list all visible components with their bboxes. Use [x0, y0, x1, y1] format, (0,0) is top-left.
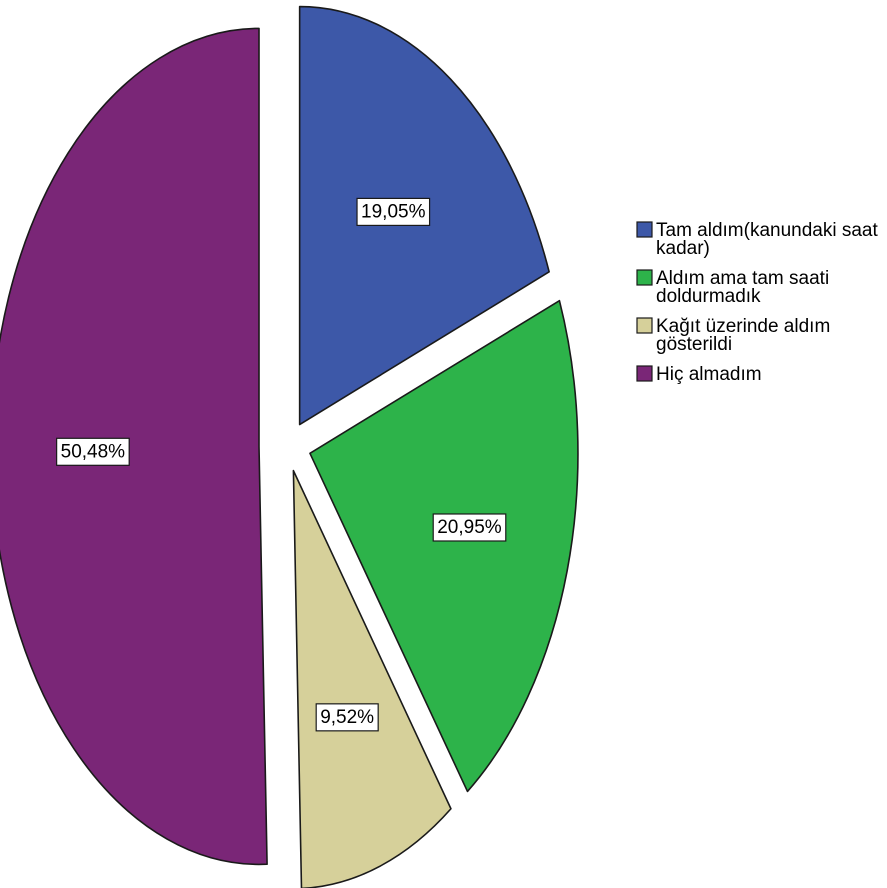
slice-label-3: 9,52%	[315, 703, 379, 732]
svg-text:50,48%: 50,48%	[61, 441, 126, 462]
pie-slice-2	[309, 299, 579, 793]
slice-label-1: 19,05%	[356, 197, 431, 227]
slice-label-2: 20,95%	[432, 513, 507, 542]
svg-text:19,05%: 19,05%	[361, 201, 426, 222]
pie-slice-3	[292, 469, 452, 888]
legend-swatch	[636, 365, 653, 382]
legend-label: Tam aldım(kanundaki saat kadar)	[656, 220, 878, 259]
pie-labels: 19,05% 20,95% 9,52% 50,48%	[56, 197, 507, 732]
legend-item-kagit-uzerinde-aldim-gosterildi: Kağıt üzerinde aldım gösterildi	[636, 316, 830, 355]
legend-label: Kağıt üzerinde aldım gösterildi	[656, 316, 830, 355]
legend-swatch	[636, 221, 653, 238]
legend-swatch	[636, 317, 653, 334]
legend: Tam aldım(kanundaki saat kadar) Aldım ama …	[636, 220, 878, 385]
legend-item-tam-aldim-kanundaki-saat-kadar: Tam aldım(kanundaki saat kadar)	[636, 220, 878, 259]
legend-item-aldim-ama-tam-saati-doldurmadik: Aldım ama tam saati doldurmadık	[636, 268, 829, 307]
legend-swatch	[636, 269, 653, 286]
legend-label: Aldım ama tam saati doldurmadık	[656, 268, 829, 307]
svg-text:20,95%: 20,95%	[437, 517, 502, 538]
pie-slices	[0, 5, 579, 888]
legend-label: Hiç almadım	[656, 364, 762, 385]
legend-item-hic-almadim: Hiç almadım	[636, 364, 762, 385]
svg-text:9,52%: 9,52%	[320, 707, 374, 728]
slice-label-4: 50,48%	[56, 437, 130, 466]
pie-slice-4	[0, 27, 268, 866]
